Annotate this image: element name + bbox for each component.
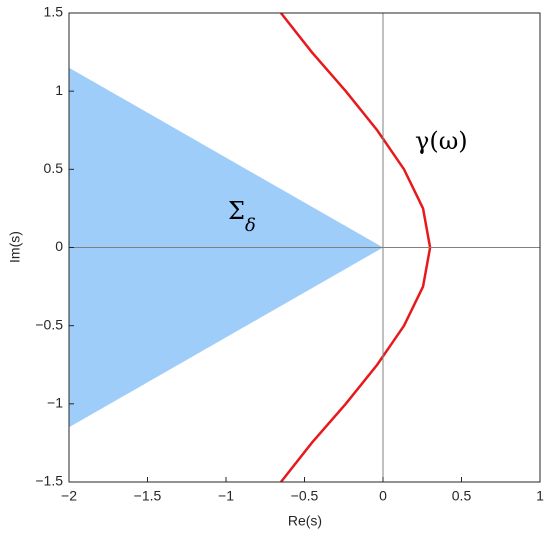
y-tick-label: 0.5 xyxy=(44,160,64,176)
x-tick-label: −1 xyxy=(218,488,234,504)
y-tick-label: 0 xyxy=(55,238,63,254)
y-axis-label: Im(s) xyxy=(7,231,23,263)
x-tick-label: 1 xyxy=(536,488,544,504)
x-tick-label: 0.5 xyxy=(452,488,472,504)
y-tick-label: 1.5 xyxy=(44,4,64,20)
annotation: γ(ω) xyxy=(415,127,468,155)
x-tick-label: 0 xyxy=(379,488,387,504)
y-tick-label: 1 xyxy=(55,82,63,98)
annotation-text: γ(ω) xyxy=(415,127,468,155)
x-axis-label: Re(s) xyxy=(288,513,322,529)
y-tick-label: −0.5 xyxy=(35,316,63,332)
x-tick-label: −1.5 xyxy=(134,488,162,504)
annotation-text: Σ xyxy=(228,197,245,225)
x-tick-label: −0.5 xyxy=(291,488,319,504)
annotation-subscript: δ xyxy=(245,215,256,236)
x-tick-label: −2 xyxy=(61,488,77,504)
y-tick-label: −1 xyxy=(47,395,63,411)
y-tick-label: −1.5 xyxy=(35,473,63,489)
annotation: Σδ xyxy=(228,197,256,237)
